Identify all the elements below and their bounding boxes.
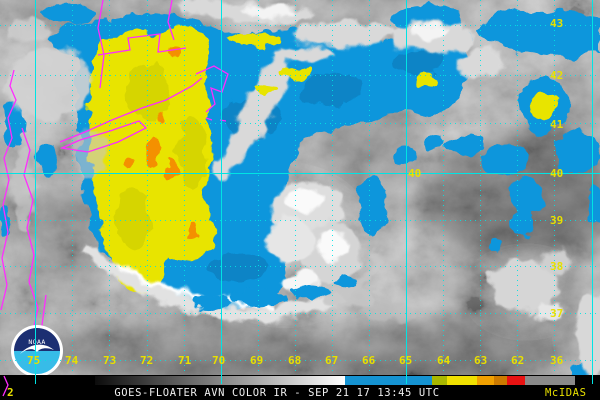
- colorbar-segment-yellow-green: [432, 376, 447, 385]
- footer-bar: [0, 375, 600, 400]
- border-ma: [97, 33, 187, 56]
- colorbar-segment-amber: [494, 376, 507, 385]
- lat-label-41: 41: [550, 118, 564, 131]
- coastline-footer-bit: [2, 375, 9, 397]
- colorbar-segment-orange: [477, 376, 494, 385]
- coastline-mid-atlantic: [0, 69, 17, 311]
- lat-label-40-inline: 40: [408, 167, 421, 180]
- border-ny-vt: [97, 0, 105, 89]
- noaa-logo-sea: [14, 351, 60, 374]
- footer-texts: 2 GOES-FLOATER AVN COLOR IR - SEP 21 17 …: [7, 386, 587, 399]
- noaa-logo-sky: [14, 328, 60, 351]
- channel-label: 2: [7, 386, 14, 399]
- latlon-grid: [0, 0, 600, 384]
- lon-label-67: 67: [325, 354, 338, 367]
- cloud-orange-layer: [123, 43, 200, 241]
- noaa-logo-text: NOAA: [28, 338, 45, 346]
- lat-label-40: 40: [550, 167, 563, 180]
- image-title: GOES-FLOATER AVN COLOR IR - SEP 21 17 13…: [114, 387, 439, 399]
- cloud-yellow-texture: [114, 64, 206, 248]
- lon-label-64: 64: [437, 354, 451, 367]
- lon-label-75: 75: [27, 354, 40, 367]
- coastline-ct-ri: [59, 77, 203, 143]
- lon-label-72: 72: [140, 354, 153, 367]
- grid-labels: 75 74 73 72 71 70 69 68 67 66 65 64 63 6…: [27, 17, 564, 367]
- coastline-long-island: [59, 120, 148, 153]
- border-nh: [167, 0, 175, 41]
- lon-label-63: 63: [474, 354, 487, 367]
- lat-label-43: 43: [550, 17, 563, 30]
- lon-label-68: 68: [288, 354, 301, 367]
- lat-label-36: 36: [550, 354, 564, 367]
- lat-label-42: 42: [550, 69, 563, 82]
- gridlines-dotted: [0, 0, 600, 375]
- colorbar-segment-blue: [345, 376, 432, 385]
- lon-label-71: 71: [178, 354, 192, 367]
- lon-label-62: 62: [511, 354, 524, 367]
- colorbar-segment-yellow: [447, 376, 477, 385]
- colorbar-gradient: [95, 376, 345, 385]
- lon-label-73: 73: [103, 354, 116, 367]
- colorbar-segment-red: [507, 376, 525, 385]
- lat-label-38: 38: [550, 260, 563, 273]
- mcidas-brand: McIDAS: [545, 387, 587, 399]
- lon-label-74: 74: [65, 354, 79, 367]
- lat-label-37: 37: [550, 307, 563, 320]
- lat-label-39: 39: [550, 214, 563, 227]
- lon-label-70: 70: [212, 354, 225, 367]
- lon-label-69: 69: [250, 354, 263, 367]
- lon-label-65: 65: [399, 354, 412, 367]
- colorbar-segment-gray: [525, 376, 575, 385]
- noaa-logo-bird-icon: [20, 344, 54, 354]
- noaa-logo: NOAA: [11, 325, 63, 377]
- lon-label-66: 66: [362, 354, 376, 367]
